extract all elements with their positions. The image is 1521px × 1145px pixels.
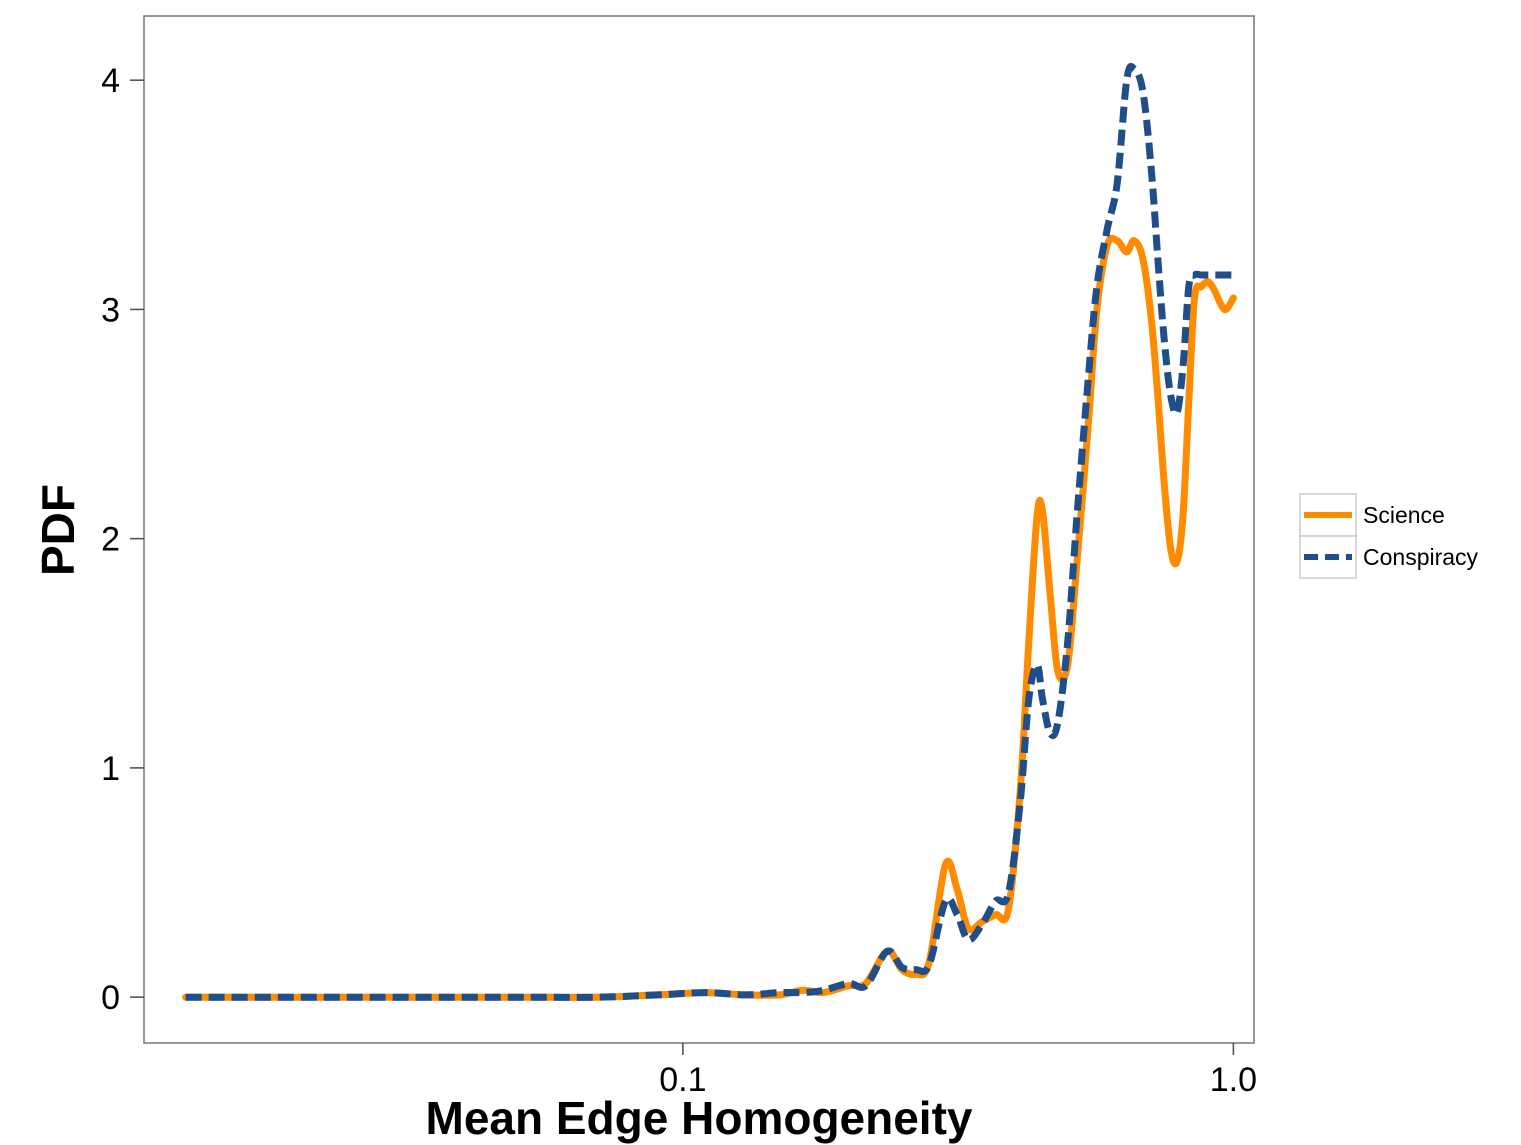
series-layer bbox=[182, 62, 1237, 1001]
plot-panel bbox=[143, 15, 1255, 1044]
y-axis-title: PDF bbox=[32, 484, 84, 576]
y-tick-label: 1 bbox=[101, 750, 120, 788]
y-tick-label: 4 bbox=[101, 62, 120, 100]
x-tick-label: 1.0 bbox=[1210, 1061, 1257, 1099]
y-tick-label: 3 bbox=[101, 291, 120, 329]
legend: Science Conspiracy bbox=[1299, 493, 1479, 579]
x-axis-title: Mean Edge Homogeneity bbox=[426, 1092, 973, 1144]
y-tick-label: 2 bbox=[101, 521, 120, 559]
x-axis: 0.1 1.0 bbox=[659, 1043, 1257, 1099]
legend-label-conspiracy: Conspiracy bbox=[1363, 544, 1479, 570]
legend-label-science: Science bbox=[1363, 502, 1445, 528]
y-axis: 0 1 2 3 4 bbox=[101, 62, 144, 1017]
y-tick-label: 0 bbox=[101, 979, 120, 1017]
x-tick-label: 0.1 bbox=[659, 1061, 706, 1099]
